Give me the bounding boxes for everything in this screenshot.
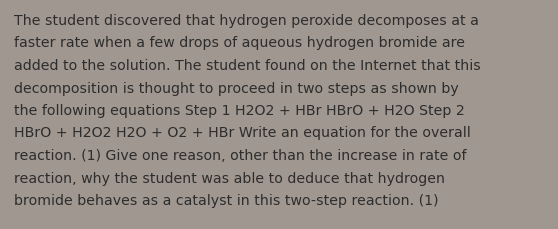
Text: bromide behaves as a catalyst in this two-step reaction. (1): bromide behaves as a catalyst in this tw…: [14, 193, 439, 207]
Text: the following equations Step 1 H2O2 + HBr HBrO + H2O Step 2: the following equations Step 1 H2O2 + HB…: [14, 104, 465, 117]
Text: decomposition is thought to proceed in two steps as shown by: decomposition is thought to proceed in t…: [14, 81, 459, 95]
Text: HBrO + H2O2 H2O + O2 + HBr Write an equation for the overall: HBrO + H2O2 H2O + O2 + HBr Write an equa…: [14, 126, 471, 140]
Text: reaction, why the student was able to deduce that hydrogen: reaction, why the student was able to de…: [14, 171, 445, 185]
Text: faster rate when a few drops of aqueous hydrogen bromide are: faster rate when a few drops of aqueous …: [14, 36, 465, 50]
Text: added to the solution. The student found on the Internet that this: added to the solution. The student found…: [14, 59, 481, 73]
Text: reaction. (1) Give one reason, other than the increase in rate of: reaction. (1) Give one reason, other tha…: [14, 148, 466, 162]
Text: The student discovered that hydrogen peroxide decomposes at a: The student discovered that hydrogen per…: [14, 14, 479, 28]
